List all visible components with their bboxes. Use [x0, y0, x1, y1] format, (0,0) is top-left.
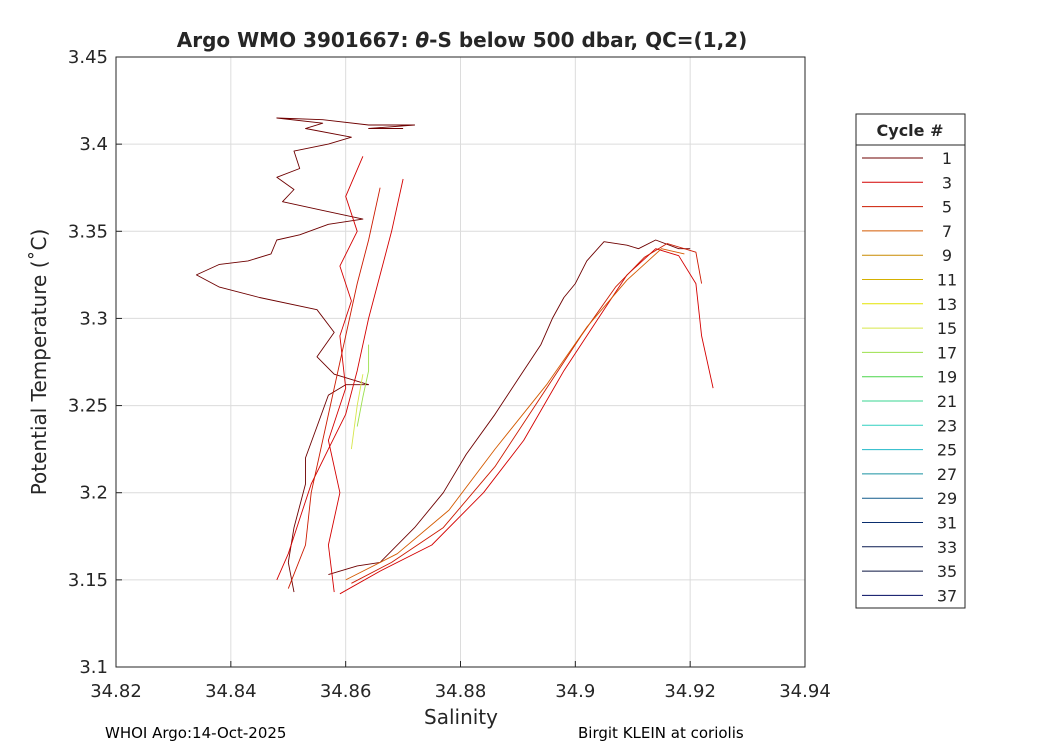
- legend-label: 29: [937, 489, 957, 508]
- profile-line-1: [195, 117, 416, 593]
- profile-line-7: [351, 243, 703, 584]
- legend-label: 31: [937, 514, 957, 533]
- legend-label: 23: [937, 416, 957, 435]
- legend-label: 15: [937, 319, 957, 338]
- legend-label: 17: [937, 343, 957, 362]
- legend-label: 35: [937, 562, 957, 581]
- legend-label: 1: [942, 149, 952, 168]
- legend-label: 19: [937, 368, 957, 387]
- profile-line-2: [328, 239, 691, 576]
- legend-label: 3: [942, 173, 952, 192]
- x-tick-label: 34.94: [779, 681, 831, 702]
- y-tick-labels: 3.1 3.15 3.2 3.25 3.3 3.35 3.4 3.45: [68, 47, 108, 678]
- legend-label: 9: [942, 246, 952, 265]
- footer-right-credit: Birgit KLEIN at coriolis: [578, 724, 744, 742]
- x-tick-label: 34.84: [205, 681, 257, 702]
- x-tick-labels: 34.82 34.84 34.86 34.88 34.9 34.92 34.94: [90, 681, 831, 702]
- legend-label: 5: [942, 198, 952, 217]
- profile-line-6: [339, 248, 714, 595]
- y-tick-label: 3.15: [68, 570, 108, 591]
- plot-frame: [115, 56, 806, 668]
- profile-line-5: [327, 156, 364, 593]
- legend-label: 33: [937, 538, 957, 557]
- data-series: [195, 117, 714, 595]
- y-axis-label: Potential Temperature (˚C): [27, 229, 51, 496]
- legend-label: 21: [937, 392, 957, 411]
- profile-line-3: [276, 178, 404, 581]
- y-tick-label: 3.1: [79, 657, 108, 678]
- legend-label: 11: [937, 271, 957, 290]
- legend-label: 37: [937, 586, 957, 605]
- legend-label: 13: [937, 295, 957, 314]
- profile-line-10: [350, 374, 364, 450]
- chart-title-suffix: -S below 500 dbar, QC=(1,2): [429, 28, 747, 52]
- x-axis-label: Salinity: [424, 705, 498, 729]
- y-tick-label: 3.3: [79, 308, 108, 329]
- x-tick-label: 34.9: [555, 681, 595, 702]
- legend-label: 25: [937, 441, 957, 460]
- x-tick-label: 34.88: [435, 681, 487, 702]
- profile-line-9: [356, 344, 370, 427]
- legend-label: 7: [942, 222, 952, 241]
- profile-line-8: [345, 248, 685, 581]
- grid-lines: [115, 56, 806, 668]
- legend-label: 27: [937, 465, 957, 484]
- x-tick-label: 34.86: [320, 681, 372, 702]
- chart-title: Argo WMO 3901667: θ-S below 500 dbar, QC…: [177, 28, 747, 52]
- y-tick-label: 3.25: [68, 396, 108, 417]
- legend-title: Cycle #: [877, 121, 944, 140]
- y-tick-label: 3.35: [68, 221, 108, 242]
- y-tick-label: 3.2: [79, 483, 108, 504]
- y-tick-label: 3.45: [68, 47, 108, 68]
- footer-left-credit: WHOI Argo:14-Oct-2025: [105, 724, 287, 742]
- profile-line-4: [287, 187, 381, 589]
- x-tick-label: 34.92: [664, 681, 716, 702]
- legend: Cycle # 13579111315171921232527293133353…: [855, 113, 966, 609]
- chart-title-prefix: Argo WMO 3901667:: [177, 28, 416, 52]
- chart-title-theta: θ: [415, 28, 429, 52]
- legend-box: [855, 113, 966, 609]
- x-tick-label: 34.82: [90, 681, 142, 702]
- y-tick-label: 3.4: [79, 134, 108, 155]
